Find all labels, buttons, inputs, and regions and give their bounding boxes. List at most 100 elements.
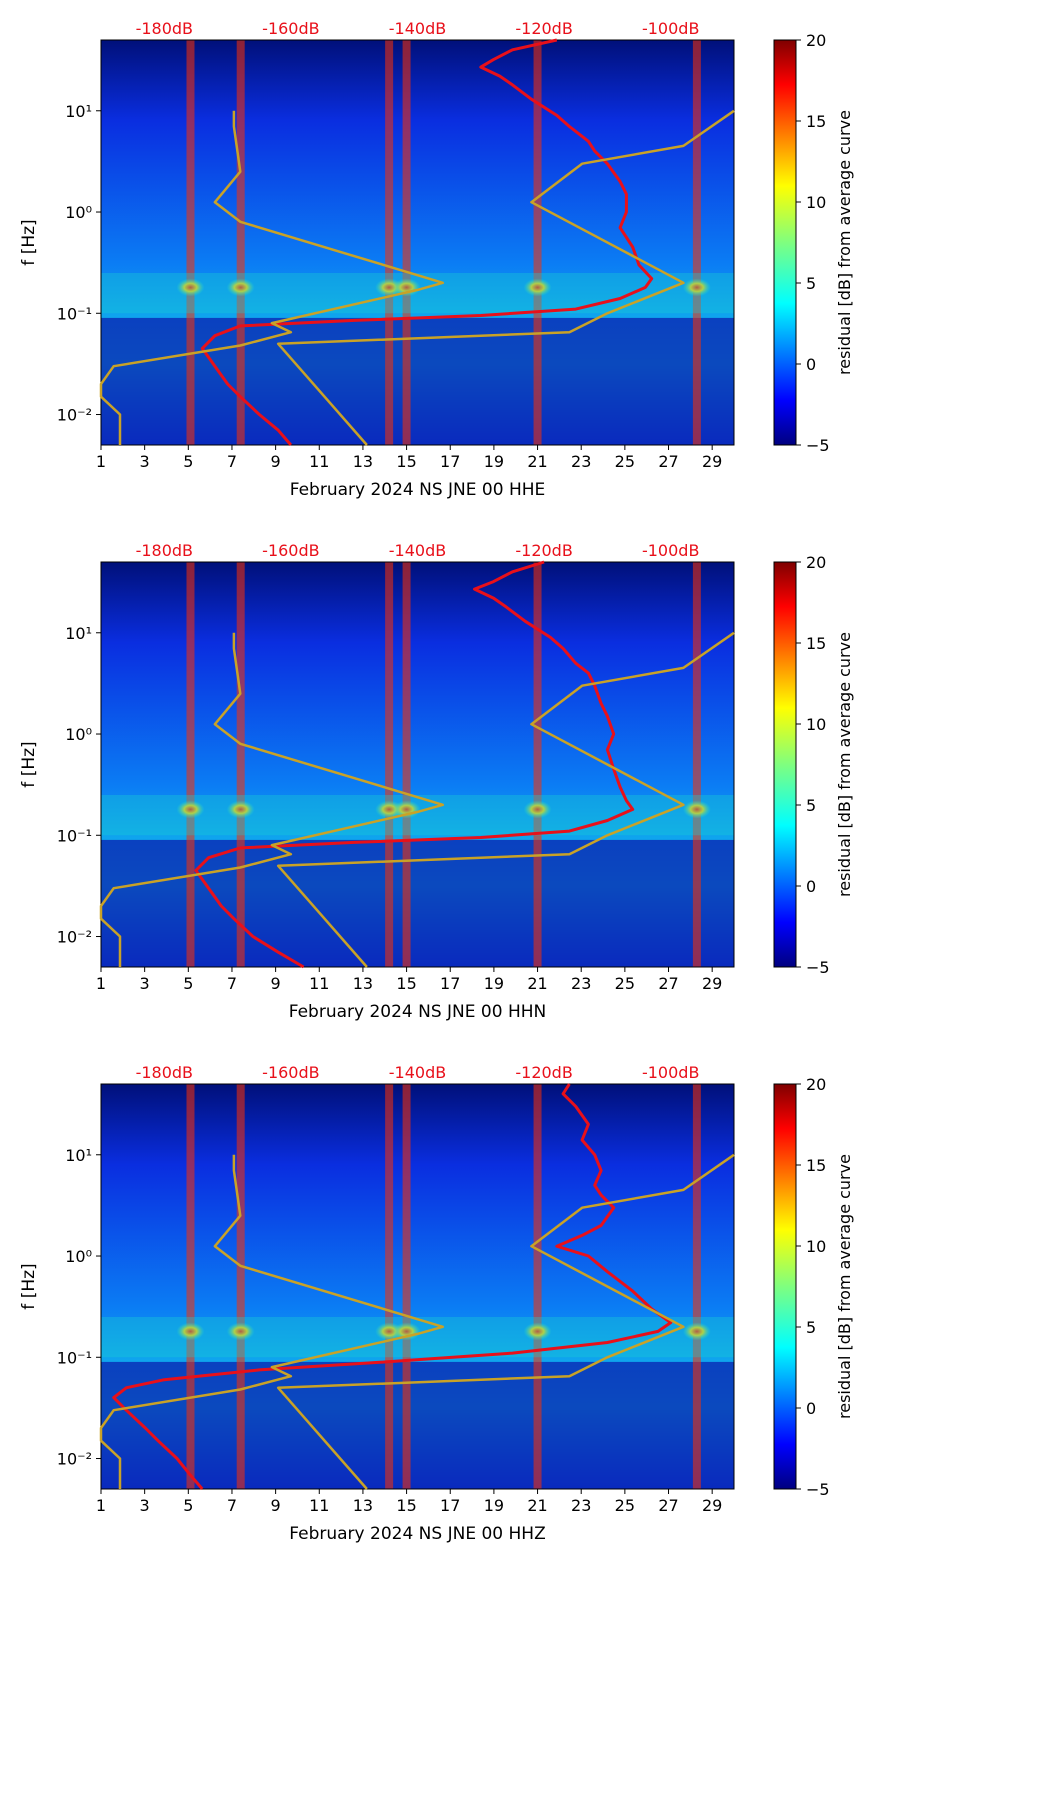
spectrogram-event-spot [226,1322,255,1341]
spectrogram-event-column [236,40,245,445]
x-tick-label: 27 [658,452,678,471]
colorbar [773,561,797,968]
x-tick-label: 29 [702,452,722,471]
x-tick-label: 5 [183,974,193,993]
y-tick-label: 10¹ [65,624,92,643]
x-axis-label: February 2024 NS JNE 00 HHE [290,480,546,500]
spectrogram-event-column [692,40,701,445]
colorbar-tick-label: 5 [806,796,816,815]
x-tick-label: 3 [140,1496,150,1515]
x-tick-label: 7 [227,452,237,471]
y-tick-label: 10⁰ [65,725,92,744]
y-tick-label: 10⁻² [57,928,92,947]
x-tick-label: 1 [96,974,106,993]
x-tick-label: 15 [396,452,416,471]
spectrogram-event-spot [226,278,255,297]
colorbar-label: residual [dB] from average curve [835,632,854,897]
colorbar-label: residual [dB] from average curve [835,1154,854,1419]
y-tick-label: 10⁻¹ [57,304,92,323]
top-db-label: -100dB [642,541,699,560]
x-tick-label: 11 [309,1496,329,1515]
x-tick-label: 13 [353,974,373,993]
x-tick-label: 27 [658,1496,678,1515]
top-db-label: -120dB [515,1063,572,1082]
x-tick-label: 9 [271,452,281,471]
spectrogram-event-spot [226,800,255,819]
colorbar-tick-label: 15 [806,634,826,653]
spectrogram-lowfreq-band [101,839,734,967]
spectrogram-microseism-band [101,1316,734,1358]
noise-model-curve [99,1154,445,1489]
y-tick-label: 10⁻¹ [57,1348,92,1367]
x-tick-label: 1 [96,452,106,471]
spectrogram-event-column [186,562,195,967]
y-axis-label: f [Hz] [19,219,39,265]
colorbar-tick-label: 15 [806,1156,826,1175]
spectrogram-event-column [533,562,542,967]
x-tick-label: 25 [615,974,635,993]
top-db-label: -100dB [642,19,699,38]
spectrogram-event-column [385,1084,394,1489]
y-tick-label: 10⁻² [57,1450,92,1469]
y-tick-label: 10⁻² [57,406,92,425]
x-tick-label: 11 [309,452,329,471]
y-tick-label: 10¹ [65,102,92,121]
x-tick-label: 7 [227,974,237,993]
x-tick-label: 13 [353,1496,373,1515]
spectrogram-lowfreq-band [101,317,734,445]
spectrogram-event-spot [682,800,711,819]
x-tick-label: 13 [353,452,373,471]
colorbar-tick-label: 20 [806,553,826,572]
x-tick-label: 1 [96,1496,106,1515]
colorbar-tick-label: 15 [806,112,826,131]
spectrogram-event-spot [523,278,552,297]
spectrogram-event-spot [176,800,205,819]
x-tick-label: 25 [615,1496,635,1515]
x-tick-label: 5 [183,452,193,471]
spectrogram-lowfreq-band [101,1361,734,1489]
x-tick-label: 27 [658,974,678,993]
spectrogram-microseism-band [101,272,734,314]
colorbar-tick-label: 20 [806,31,826,50]
spectrogram-event-column [385,40,394,445]
noise-model-curve [99,110,445,445]
spectrogram-event-spot [523,800,552,819]
spectrogram-event-column [186,40,195,445]
spectrogram-event-spot [176,278,205,297]
x-tick-label: 23 [571,974,591,993]
spectrogram-event-column [186,1084,195,1489]
x-tick-label: 19 [484,974,504,993]
spectrogram-event-spot [682,278,711,297]
plot-frame [100,1083,735,1490]
x-tick-label: 15 [396,974,416,993]
top-db-label: -160dB [262,19,319,38]
top-db-label: -100dB [642,1063,699,1082]
x-tick-label: 15 [396,1496,416,1515]
spectrogram-event-column [236,562,245,967]
colorbar-tick-label: 0 [806,355,816,374]
spectrogram-event-column [385,562,394,967]
x-tick-label: 5 [183,1496,193,1515]
top-db-label: -180dB [136,19,193,38]
noise-model-curve [99,632,445,967]
y-tick-label: 10⁻¹ [57,826,92,845]
colorbar-tick-label: 10 [806,1237,826,1256]
x-tick-label: 23 [571,452,591,471]
spectrogram-microseism-band [101,794,734,836]
colorbar-tick-label: 5 [806,274,816,293]
y-axis-label: f [Hz] [19,741,39,787]
colorbar-tick-label: 0 [806,877,816,896]
colorbar-tick-label: −5 [806,1480,830,1499]
colorbar-tick-label: 20 [806,1075,826,1094]
x-tick-label: 29 [702,1496,722,1515]
plot-frame [100,39,735,446]
x-tick-label: 23 [571,1496,591,1515]
spectrogram-event-spot [176,1322,205,1341]
noise-model-curve [276,109,735,446]
median-psd-curve [200,38,654,446]
spectrogram-event-column [236,1084,245,1489]
x-tick-label: 19 [484,1496,504,1515]
y-axis-label: f [Hz] [19,1263,39,1309]
